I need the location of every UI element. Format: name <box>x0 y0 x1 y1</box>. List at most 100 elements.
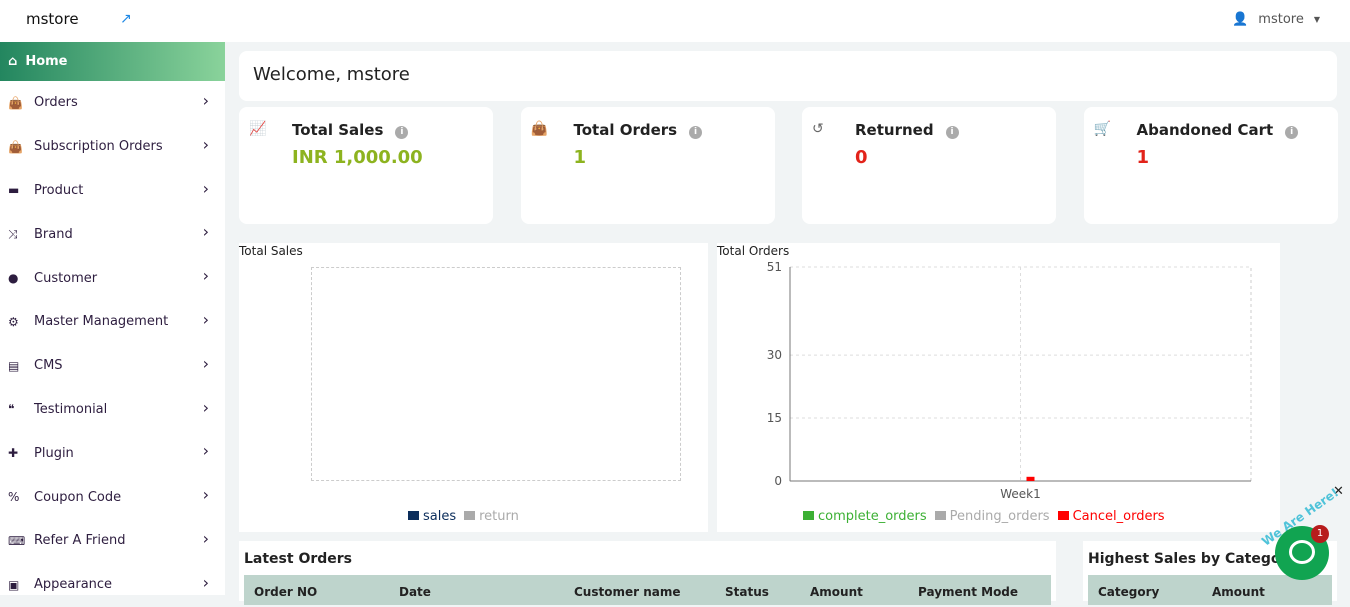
user-menu[interactable]: 👤 mstore ▼ <box>1232 12 1320 27</box>
legend-return[interactable]: return <box>464 509 519 524</box>
sidebar-item-orders[interactable]: 👜 Orders › <box>0 81 225 125</box>
legend-Pending_orders[interactable]: Pending_orders <box>934 509 1050 524</box>
stat-card-total-orders: 👜 Total Orders i 1 <box>520 107 775 224</box>
sidebar-item-refer-a-friend[interactable]: ⌨ Refer A Friend › <box>0 519 225 563</box>
welcome-banner: Welcome, mstore <box>239 51 1337 101</box>
info-icon[interactable]: i <box>945 126 959 139</box>
col-header: Amount <box>1212 585 1265 599</box>
sidebar-item-appearance[interactable]: ▣ Appearance › <box>0 563 225 607</box>
user-name: mstore <box>1258 12 1304 27</box>
sidebar-item-customer[interactable]: ● Customer › <box>0 256 225 300</box>
chevron-right-icon: › <box>202 266 209 286</box>
shopping-bag-icon: 👜 <box>530 121 548 137</box>
chevron-right-icon: › <box>202 572 209 592</box>
chat-bubble-icon <box>1289 540 1315 564</box>
sidebar-item-label: Customer <box>34 270 98 286</box>
chevron-right-icon: › <box>202 91 209 110</box>
chevron-right-icon: › <box>202 353 209 373</box>
legend-Cancel_orders[interactable]: Cancel_orders <box>1057 509 1165 524</box>
info-icon[interactable]: i <box>689 126 703 139</box>
y-tick-label: 15 <box>767 411 782 425</box>
chat-badge: 1 <box>1311 525 1329 543</box>
puzzle-icon: ✚ <box>8 446 19 461</box>
y-tick-label: 51 <box>767 260 782 274</box>
archive-icon: ▬ <box>8 183 20 198</box>
home-icon: ⌂ <box>8 54 18 69</box>
sidebar-item-cms[interactable]: ▤ CMS › <box>0 344 225 388</box>
shopping-bag-icon: 👜 <box>8 139 23 154</box>
shuffle-icon: ⤨ <box>8 226 18 241</box>
stat-value: 1 <box>1136 147 1150 168</box>
orders-chart-svg: 0 15 30 51 Week1 <box>767 260 1252 501</box>
cart-icon: 🛒 <box>1093 121 1111 137</box>
section-title: Latest Orders <box>244 551 353 567</box>
sidebar-item-subscription-orders[interactable]: 👜 Subscription Orders › <box>0 125 225 169</box>
sidebar-item-label: Subscription Orders <box>34 139 163 155</box>
total-sales-chart: Total Sales sales return <box>239 243 708 532</box>
sidebar-item-label: Coupon Code <box>34 489 122 505</box>
legend-complete_orders[interactable]: complete_orders <box>803 509 927 524</box>
user-cog-icon: ⚙ <box>8 314 19 329</box>
quote-icon: ❝ <box>8 402 15 417</box>
sidebar-item-label: CMS <box>34 358 63 374</box>
y-tick-label: 0 <box>774 474 782 488</box>
chevron-right-icon: › <box>202 441 209 461</box>
top-bar: mstore ↗ 👤 mstore ▼ <box>0 0 1350 42</box>
stat-title: Total Orders i <box>574 121 703 139</box>
sidebar-item-plugin[interactable]: ✚ Plugin › <box>0 431 225 475</box>
chevron-right-icon: › <box>202 528 209 548</box>
col-header: Amount <box>810 585 863 599</box>
stat-card-abandoned-cart: 🛒 Abandoned Cart i 1 <box>1083 107 1338 224</box>
legend-sales[interactable]: sales <box>408 509 456 524</box>
external-link-icon[interactable]: ↗ <box>120 11 132 27</box>
sidebar-item-brand[interactable]: ⤨ Brand › <box>0 212 225 256</box>
stat-title: Total Sales i <box>292 121 409 139</box>
sidebar-item-label: Master Management <box>34 314 169 330</box>
sidebar-item-label: Plugin <box>34 445 74 461</box>
sidebar-item-label: Appearance <box>34 577 113 593</box>
plot-area <box>311 267 681 481</box>
section-title: Highest Sales by Category <box>1088 551 1297 567</box>
chevron-right-icon: › <box>202 178 209 198</box>
keyboard-icon: ⌨ <box>8 533 26 548</box>
col-header: Status <box>725 585 769 599</box>
info-icon[interactable]: i <box>395 126 409 139</box>
user-icon: ● <box>8 271 19 286</box>
chevron-right-icon: › <box>202 134 209 154</box>
stat-title: Abandoned Cart i <box>1137 121 1299 139</box>
sidebar-item-label: Refer A Friend <box>34 533 126 549</box>
sidebar-item-label: Brand <box>34 226 73 242</box>
sidebar-item-testimonial[interactable]: ❝ Testimonial › <box>0 388 225 432</box>
info-icon[interactable]: i <box>1285 126 1299 139</box>
y-tick-label: 30 <box>767 348 782 362</box>
user-icon: 👤 <box>1232 12 1249 27</box>
category-header: Category Amount <box>1088 575 1332 605</box>
sidebar: ⌂ Home 👜 Orders › 👜 Subscription Orders › ▬ Prod… <box>0 42 225 595</box>
sidebar-item-product[interactable]: ▬ Product › <box>0 169 225 213</box>
image-icon: ▣ <box>8 577 20 592</box>
chart-title: Total Orders <box>717 244 790 258</box>
stat-value: 0 <box>855 147 868 168</box>
col-header: Order NO <box>254 585 318 599</box>
stat-value: INR 1,000.00 <box>292 147 423 168</box>
chevron-right-icon: › <box>202 222 209 242</box>
sidebar-item-master-management[interactable]: ⚙ Master Management › <box>0 300 225 344</box>
col-header: Date <box>399 585 431 599</box>
chart-title: Total Sales <box>239 244 303 258</box>
col-header: Payment Mode <box>918 585 1019 599</box>
col-header: Category <box>1098 585 1160 599</box>
x-tick-label: Week1 <box>1000 487 1041 501</box>
sidebar-item-home[interactable]: ⌂ Home <box>0 42 225 81</box>
latest-orders-header: Order NO Date Customer name Status Amoun… <box>244 575 1051 605</box>
shopping-bag-icon: 👜 <box>8 95 23 110</box>
col-header: Customer name <box>574 585 681 599</box>
close-chat-icon[interactable]: ✕ <box>1333 484 1344 499</box>
welcome-text: Welcome, mstore <box>253 64 410 85</box>
sidebar-item-label: Product <box>34 182 84 198</box>
bar-Cancel_orders[interactable] <box>1026 476 1035 481</box>
stat-value: 1 <box>573 147 587 168</box>
chevron-right-icon: › <box>202 485 209 505</box>
sidebar-item-coupon-code[interactable]: % Coupon Code › <box>0 475 225 519</box>
sidebar-item-label: Orders <box>34 95 78 111</box>
latest-orders-panel: Latest Orders Order NO Date Customer nam… <box>239 541 1056 605</box>
